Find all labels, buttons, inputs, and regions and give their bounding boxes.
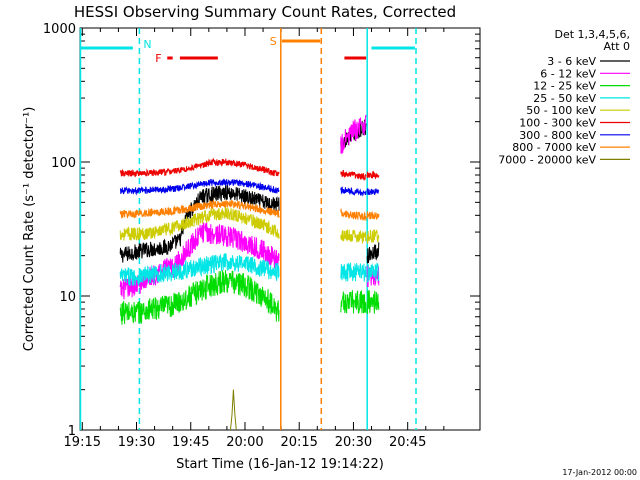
legend-label: 50 - 100 keV — [526, 104, 596, 117]
series-line-5-segment-2 — [340, 228, 367, 244]
y-tick-label: 10 — [59, 290, 76, 305]
y-tick-label: 1000 — [43, 22, 76, 37]
chart-title: HESSI Observing Summary Count Rates, Cor… — [74, 3, 456, 21]
series-line-3-segment-3 — [366, 290, 380, 315]
x-tick-label: 20:45 — [389, 435, 426, 450]
series-layer — [119, 114, 380, 431]
series-line-7-segment-1 — [119, 178, 280, 196]
series-line-4-segment-2 — [340, 262, 367, 282]
series-line-6-segment-1 — [119, 157, 280, 178]
night-flag-label: N — [143, 38, 151, 51]
series-line-4-segment-1 — [119, 252, 280, 286]
legend-header-line-1: Det 1,3,4,5,6, — [554, 28, 630, 41]
x-tick-label: 19:15 — [64, 435, 101, 450]
saa-flag-label: S — [270, 35, 277, 48]
series-line-3-segment-1 — [119, 270, 280, 325]
date-stamp: 17-Jan-2012 00:00 — [562, 468, 637, 477]
series-line-8-segment-1 — [119, 198, 280, 219]
series-line-6-segment-3 — [366, 170, 380, 180]
legend-label: 3 - 6 keV — [547, 55, 596, 68]
legend-label: 7000 - 20000 keV — [498, 153, 596, 166]
x-axis-label: Start Time (16-Jan-12 19:14:22) — [176, 457, 384, 472]
x-tick-label: 19:45 — [172, 435, 209, 450]
series-line-8-segment-3 — [366, 211, 380, 220]
series-line-8-segment-2 — [340, 208, 367, 221]
x-tick-label: 20:15 — [280, 435, 317, 450]
series-line-2-segment-1 — [119, 222, 280, 300]
series-line-7-segment-3 — [366, 188, 380, 196]
flare-flag-label: F — [155, 52, 161, 65]
legend-header-line-2: Att 0 — [604, 40, 630, 53]
legend-label: 25 - 50 keV — [533, 92, 596, 105]
x-tick-label: 19:30 — [118, 435, 155, 450]
y-axis-ticks: 1 10 100 1000 — [43, 22, 480, 439]
series-line-4-segment-3 — [366, 262, 380, 283]
y-axis-label: Corrected Count Rate (s⁻¹ detector⁻¹) — [22, 107, 37, 352]
legend-label: 300 - 800 keV — [519, 129, 596, 142]
series-line-5-segment-3 — [366, 229, 380, 245]
y-tick-label: 1 — [68, 424, 76, 439]
series-line-5-segment-1 — [119, 206, 280, 241]
legend-label: 100 - 300 keV — [519, 117, 596, 130]
series-line-6-segment-2 — [340, 169, 367, 182]
series-line-9-segment-1 — [230, 389, 237, 431]
x-axis-ticks: 19:15 19:30 19:45 20:00 20:15 20:30 20:45 — [64, 28, 445, 450]
legend-label: 800 - 7000 keV — [512, 141, 596, 154]
series-line-7-segment-2 — [340, 186, 367, 197]
y-tick-label: 100 — [51, 156, 76, 171]
series-line-2-segment-2 — [340, 114, 367, 154]
series-line-1-segment-3 — [366, 242, 380, 264]
observing-flags: NF S — [79, 28, 417, 430]
legend-label: 6 - 12 keV — [540, 67, 596, 80]
series-line-1-segment-1 — [119, 184, 280, 263]
legend-label: 12 - 25 keV — [533, 80, 596, 93]
series-line-3-segment-2 — [340, 289, 367, 314]
x-tick-label: 20:00 — [226, 435, 263, 450]
x-tick-label: 20:30 — [335, 435, 372, 450]
